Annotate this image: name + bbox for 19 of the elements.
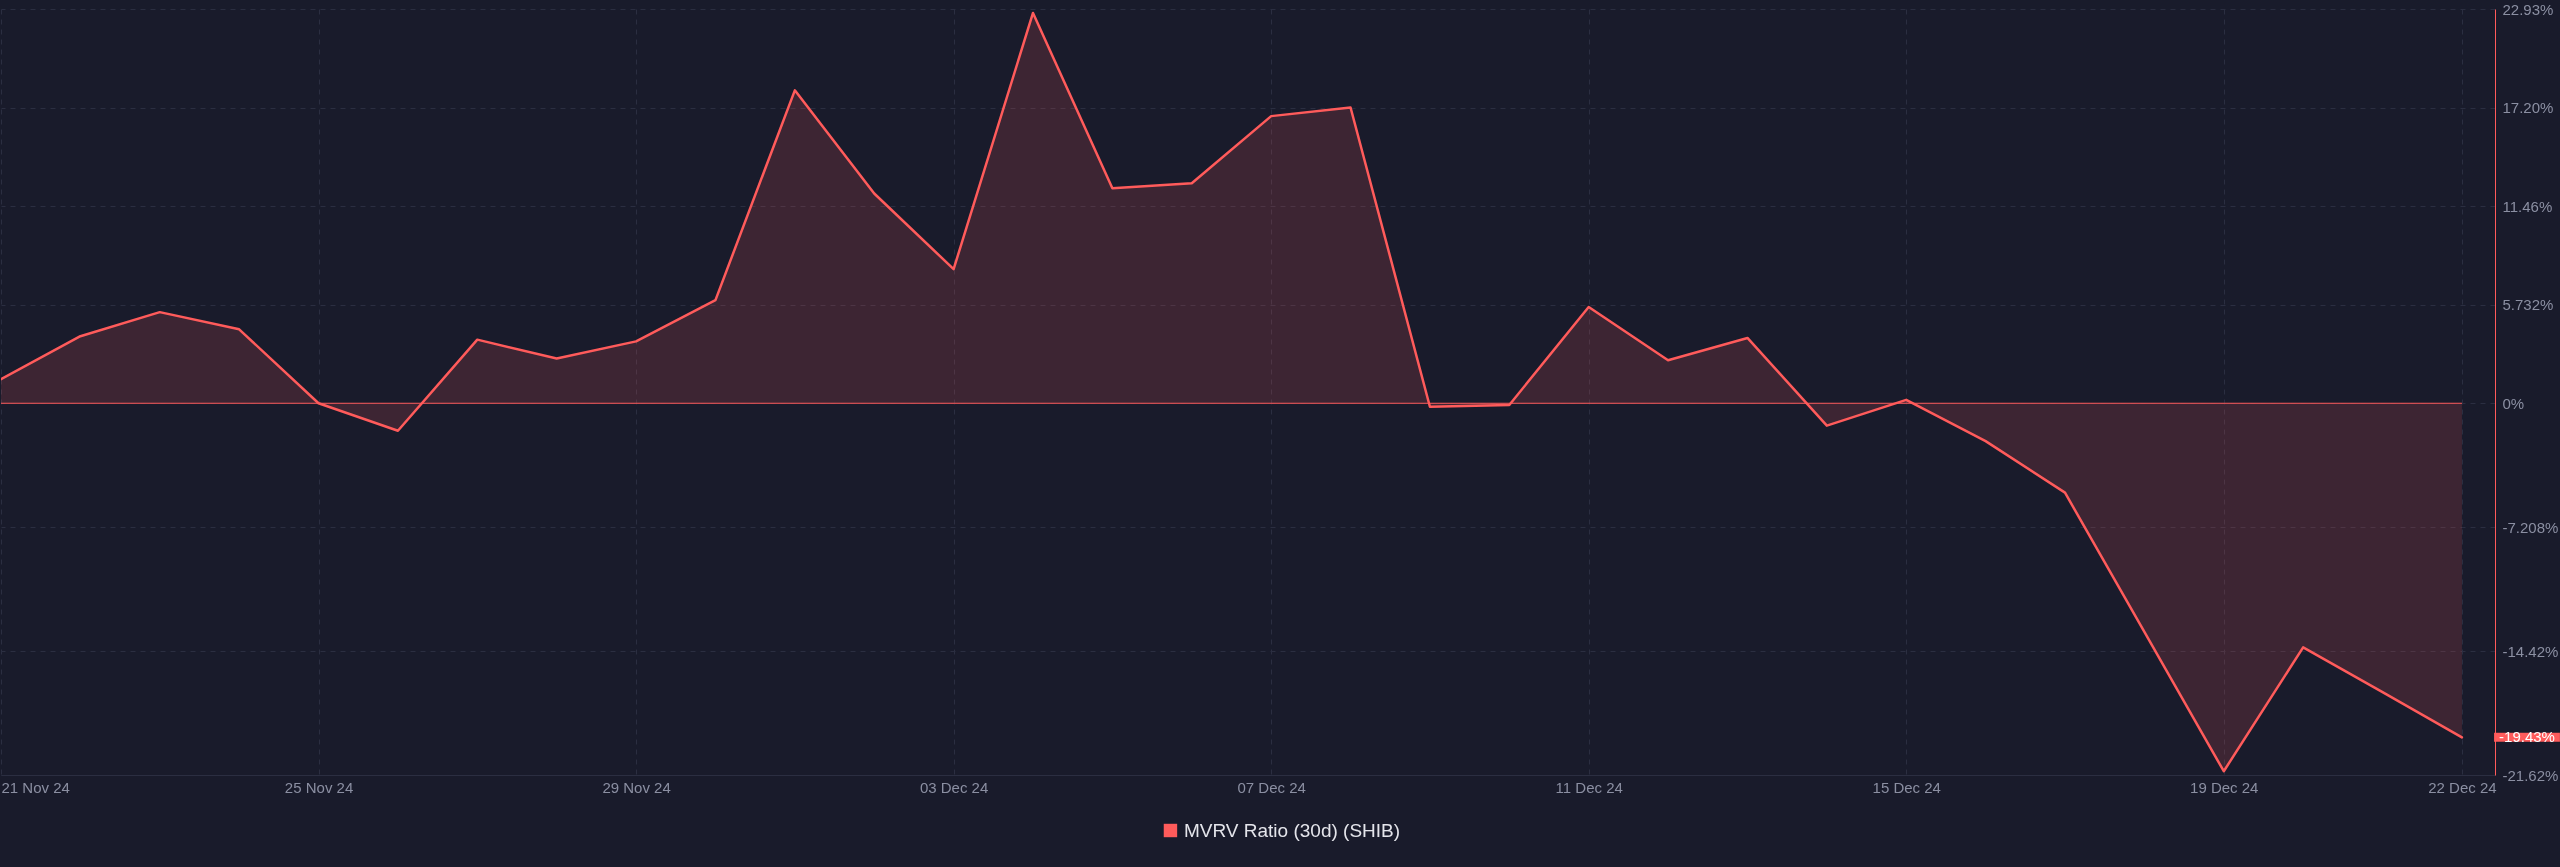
y-tick-label: 11.46%: [2502, 197, 2553, 215]
y-tick-label: 0%: [2502, 394, 2525, 412]
y-tick-label: -7.208%: [2502, 518, 2559, 536]
x-tick-label: 07 Dec 24: [1237, 778, 1306, 796]
x-tick-label: 21 Nov 24: [1, 778, 70, 796]
x-tick-label: 29 Nov 24: [602, 778, 671, 796]
y-tick-label: -14.42%: [2502, 642, 2559, 660]
y-tick-label: 22.93%: [2502, 0, 2554, 18]
y-tick-label: -21.62%: [2502, 766, 2559, 784]
x-tick-label: 19 Dec 24: [2190, 778, 2259, 796]
x-tick-label: 25 Nov 24: [284, 778, 354, 796]
legend-label: MVRV Ratio (30d) (SHIB): [1183, 819, 1401, 841]
y-tick-label: 5.732%: [2502, 296, 2554, 314]
annotation: -19.43%: [2499, 728, 2555, 746]
x-tick-label: 15 Dec 24: [1872, 778, 1941, 796]
x-tick-label: 22 Dec 24: [2428, 778, 2497, 796]
x-tick-label: 11 Dec 24: [1555, 778, 1623, 796]
x-tick-label: 03 Dec 24: [919, 778, 989, 796]
y-tick-label: 17.20%: [2502, 99, 2554, 117]
